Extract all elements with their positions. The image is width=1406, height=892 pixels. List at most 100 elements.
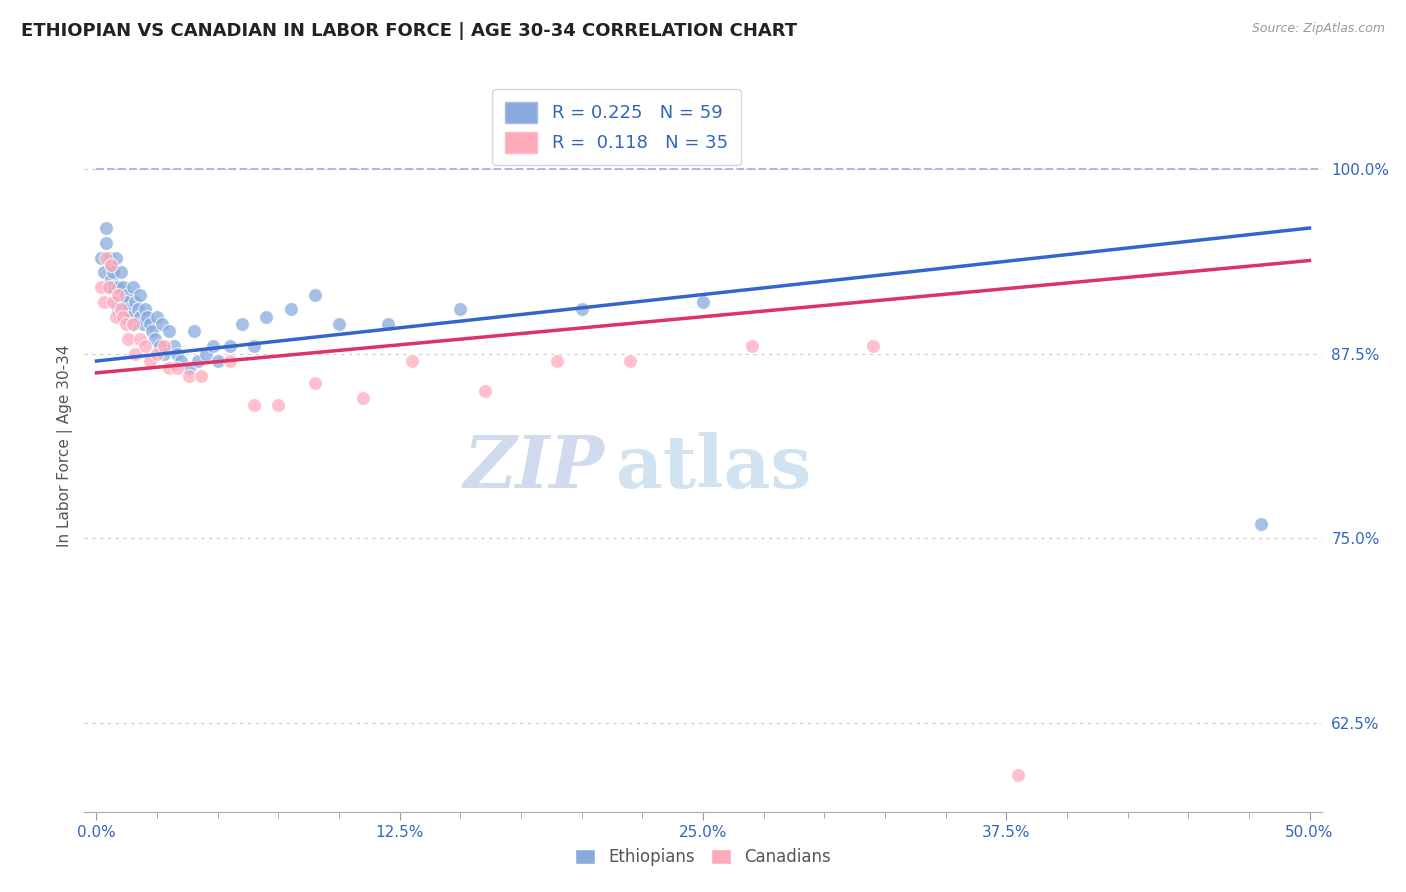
Point	[219, 354, 242, 368]
Point	[117, 302, 139, 317]
Point	[103, 294, 125, 309]
Point	[619, 354, 641, 368]
Point	[124, 294, 146, 309]
Point	[90, 251, 112, 265]
Point	[110, 302, 132, 317]
Point	[449, 302, 471, 317]
Point	[110, 265, 132, 279]
Point	[207, 354, 229, 368]
Text: ZIP: ZIP	[463, 433, 605, 503]
Legend: Ethiopians, Canadians: Ethiopians, Canadians	[568, 841, 838, 873]
Point	[304, 287, 326, 301]
Point	[377, 317, 399, 331]
Point	[117, 332, 139, 346]
Point	[100, 258, 122, 272]
Point	[571, 302, 593, 317]
Point	[90, 280, 112, 294]
Point	[93, 265, 115, 279]
Point	[304, 376, 326, 391]
Point	[97, 280, 120, 294]
Point	[194, 346, 217, 360]
Text: atlas: atlas	[616, 433, 811, 503]
Point	[741, 339, 763, 353]
Point	[187, 354, 209, 368]
Point	[139, 354, 162, 368]
Point	[146, 310, 169, 324]
Point	[97, 280, 120, 294]
Point	[134, 339, 156, 353]
Point	[352, 391, 374, 405]
Point	[139, 317, 162, 331]
Point	[129, 310, 152, 324]
Point	[280, 302, 302, 317]
Point	[103, 265, 125, 279]
Point	[122, 317, 145, 331]
Text: ETHIOPIAN VS CANADIAN IN LABOR FORCE | AGE 30-34 CORRELATION CHART: ETHIOPIAN VS CANADIAN IN LABOR FORCE | A…	[21, 22, 797, 40]
Point	[862, 339, 884, 353]
Point	[114, 317, 136, 331]
Point	[96, 251, 118, 265]
Point	[127, 302, 149, 317]
Point	[131, 317, 153, 331]
Point	[104, 251, 127, 265]
Point	[100, 273, 122, 287]
Point	[163, 339, 186, 353]
Point	[100, 258, 122, 272]
Point	[183, 325, 205, 339]
Point	[254, 310, 277, 324]
Point	[146, 346, 169, 360]
Point	[134, 302, 156, 317]
Point	[201, 339, 224, 353]
Point	[129, 287, 152, 301]
Point	[177, 368, 200, 383]
Point	[110, 310, 132, 324]
Point	[170, 354, 193, 368]
Point	[148, 339, 170, 353]
Point	[122, 317, 145, 331]
Point	[124, 346, 146, 360]
Text: Source: ZipAtlas.com: Source: ZipAtlas.com	[1251, 22, 1385, 36]
Point	[474, 384, 496, 398]
Point	[93, 294, 115, 309]
Point	[267, 398, 290, 412]
Y-axis label: In Labor Force | Age 30-34: In Labor Force | Age 30-34	[58, 344, 73, 548]
Point	[112, 280, 135, 294]
Point	[401, 354, 423, 368]
Point	[114, 287, 136, 301]
Point	[107, 302, 129, 317]
Point	[107, 287, 129, 301]
Point	[166, 361, 188, 376]
Point	[157, 325, 180, 339]
Point	[692, 294, 714, 309]
Point	[231, 317, 253, 331]
Point	[136, 310, 159, 324]
Point	[150, 317, 173, 331]
Point	[153, 339, 176, 353]
Point	[114, 294, 136, 309]
Point	[104, 294, 127, 309]
Point	[243, 398, 266, 412]
Point	[546, 354, 568, 368]
Point	[107, 280, 129, 294]
Point	[243, 339, 266, 353]
Point	[129, 332, 152, 346]
Point	[103, 280, 125, 294]
Point	[219, 339, 242, 353]
Point	[96, 235, 118, 250]
Point	[166, 346, 188, 360]
Point	[153, 346, 176, 360]
Point	[97, 251, 120, 265]
Point	[143, 332, 166, 346]
Point	[104, 310, 127, 324]
Point	[177, 361, 200, 376]
Point	[190, 368, 212, 383]
Point	[96, 221, 118, 235]
Point	[120, 310, 142, 324]
Point	[112, 310, 135, 324]
Point	[122, 280, 145, 294]
Point	[1250, 516, 1272, 531]
Point	[141, 325, 163, 339]
Point	[328, 317, 350, 331]
Point	[1007, 768, 1029, 782]
Point	[157, 361, 180, 376]
